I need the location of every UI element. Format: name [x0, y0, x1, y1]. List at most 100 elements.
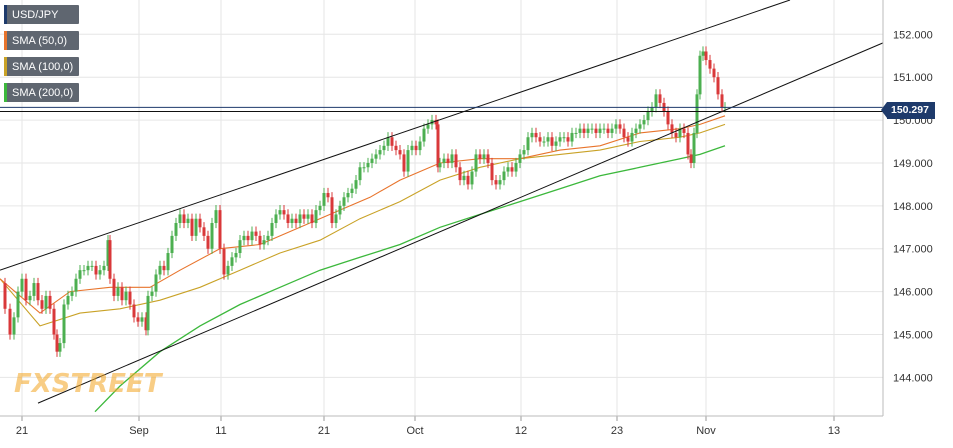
current-price-tag: 150.297 [881, 102, 935, 119]
candle-body [426, 124, 430, 129]
trendlines [0, 0, 884, 404]
candle-body [278, 210, 282, 215]
candle-body [458, 167, 462, 181]
candle-body [386, 137, 390, 146]
candle-body [716, 77, 720, 95]
candle-body [630, 132, 634, 142]
candle-body [44, 295, 48, 309]
y-tick-label: 152.000 [893, 29, 933, 41]
legend-item-sma100[interactable]: SMA (100,0) [4, 57, 80, 76]
candle-body [542, 141, 546, 143]
candle-body [362, 167, 366, 169]
candle-body [350, 188, 354, 193]
candle-body [358, 167, 362, 181]
candle-body [442, 158, 446, 163]
candle-body [266, 235, 270, 241]
candle-body [494, 180, 498, 185]
candle-body [86, 265, 90, 271]
candle-body [330, 197, 334, 224]
candle-body [546, 137, 550, 142]
candle-body [226, 265, 230, 275]
candle-body [670, 124, 674, 133]
candle-body [554, 141, 558, 146]
axes: 152.000151.000150.000149.000148.000147.0… [0, 0, 933, 437]
candle-body [402, 154, 406, 172]
y-tick-label: 144.000 [893, 372, 933, 384]
candle-body [70, 291, 74, 296]
x-tick-label: 13 [828, 425, 840, 437]
candle-body [378, 150, 382, 155]
candle-body [28, 295, 32, 301]
candle-body [78, 270, 82, 279]
candle-body [530, 132, 534, 138]
candle-body [654, 94, 658, 108]
candle-body [678, 128, 682, 138]
legend-item-sma200[interactable]: SMA (200,0) [4, 83, 80, 102]
legend-label: SMA (100,0) [12, 60, 74, 73]
candle-body [178, 214, 182, 224]
legend-item-usdjpy[interactable]: USD/JPY [4, 5, 80, 24]
candle-body [74, 278, 78, 292]
candle-body [354, 180, 358, 189]
candle-body [701, 51, 705, 56]
candle-body [58, 343, 62, 352]
x-tick-label: 11 [215, 425, 226, 437]
candle-body [346, 192, 350, 198]
candle-body [112, 278, 116, 296]
candle-body [550, 137, 554, 146]
candle-body [102, 265, 106, 271]
candle-body [230, 257, 234, 266]
y-tick-label: 149.000 [893, 158, 933, 170]
candle-body [682, 128, 686, 133]
x-tick-label: 12 [515, 425, 527, 437]
candle-body [48, 295, 52, 309]
candle-body [436, 124, 440, 168]
candle-body [322, 192, 326, 206]
candle-body [366, 162, 370, 168]
candle-body [638, 124, 642, 129]
candle-body [144, 317, 148, 331]
candle-body [238, 240, 242, 254]
x-tick-label: Oct [406, 425, 423, 437]
fxstreet-logo: FXSTREET [14, 369, 162, 399]
candle-body [166, 253, 170, 271]
candle-body [462, 175, 466, 181]
candle-body [562, 137, 566, 139]
candle-body [182, 214, 186, 224]
candle-body [150, 291, 154, 296]
candle-body [720, 94, 724, 108]
candle-body [574, 132, 578, 134]
candle-body [274, 214, 278, 224]
candle-body [202, 227, 206, 236]
candle-body [422, 128, 426, 142]
legend-item-sma50[interactable]: SMA (50,0) [4, 31, 80, 50]
legend-label: USD/JPY [12, 8, 59, 21]
sma200-line [94, 145, 726, 413]
horizontal-levels [0, 106, 883, 113]
candle-body [124, 291, 128, 301]
candle-body [712, 68, 716, 78]
candle-body [258, 235, 262, 245]
candle-body [218, 210, 222, 249]
candle-body [686, 132, 690, 155]
candle-body [108, 240, 112, 279]
legend-swatch [4, 57, 7, 76]
candle-body [3, 283, 7, 309]
legend-swatch [4, 5, 7, 24]
candle-body [418, 141, 422, 151]
candle-body [338, 205, 342, 215]
candle-body [24, 278, 28, 301]
candle-body [382, 145, 386, 151]
candle-body [158, 265, 162, 275]
candle-body [294, 218, 298, 224]
candle-body [634, 128, 638, 133]
candle-body [55, 334, 59, 352]
candle-body [689, 154, 693, 163]
candle-body [578, 128, 582, 133]
x-tick-label: 21 [16, 425, 28, 437]
candle-body [558, 137, 562, 142]
candle-body [186, 218, 190, 224]
candle-body [658, 94, 662, 103]
candle-body [198, 218, 202, 228]
